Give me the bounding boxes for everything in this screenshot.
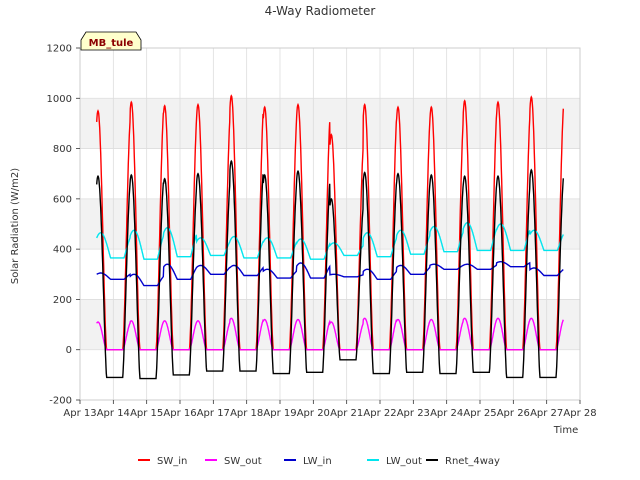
y-tick-label: 200: [53, 295, 72, 306]
x-tick-label: Apr 21: [330, 408, 363, 419]
x-tick-label: Apr 20: [297, 408, 330, 419]
x-tick-label: Apr 16: [163, 408, 196, 419]
series-line-rnet-4way: [96, 159, 564, 380]
background-bands: [80, 48, 580, 400]
legend: SW_in SW_out LW_in LW_out Rnet_4way: [138, 456, 500, 467]
station-badge-shape: [80, 31, 142, 51]
x-tick-label: Apr 26: [497, 408, 530, 419]
y-tick-label: -200: [49, 396, 72, 407]
y-tick-label: 0: [66, 345, 72, 356]
station-label: MB_tule: [89, 38, 134, 49]
legend-label-sw-in: SW_in: [157, 456, 187, 467]
y-axis-label: Solar Radiation (W/m2): [10, 168, 21, 284]
x-axis-label: Time: [553, 425, 578, 436]
background-band: [80, 349, 580, 400]
station-badge: MB_tule: [80, 31, 142, 51]
series-layer: [96, 94, 564, 380]
x-tick-label: Apr 28: [563, 408, 596, 419]
y-tick-label: 600: [53, 194, 72, 205]
y-tick-label: 400: [53, 245, 72, 256]
x-tick-label: Apr 19: [263, 408, 296, 419]
y-tick-label: 1200: [47, 44, 72, 55]
legend-label-rnet-4way: Rnet_4way: [445, 456, 500, 467]
series-line-lw-in: [96, 261, 564, 287]
x-tick-labels: Apr 13 Apr 14 Apr 15 Apr 16 Apr 17 Apr 18 Apr …: [63, 400, 597, 419]
legend-label-sw-out: SW_out: [224, 456, 262, 467]
x-tick-label: Apr 18: [230, 408, 263, 419]
y-tick-labels: -200 0 200 400 600 800 1000 1200: [47, 44, 80, 407]
series-line-sw-out: [96, 317, 564, 351]
y-tick-label: 800: [53, 144, 72, 155]
x-tick-label: Apr 22: [363, 408, 396, 419]
x-tick-label: Apr 15: [130, 408, 163, 419]
x-tick-label: Apr 24: [430, 408, 463, 419]
x-tick-label: Apr 25: [463, 408, 496, 419]
x-tick-label: Apr 14: [97, 408, 130, 419]
series-line-lw-out: [96, 221, 564, 260]
axes: [79, 47, 581, 401]
background-band: [80, 198, 580, 250]
x-tick-label: Apr 17: [197, 408, 230, 419]
x-tick-label: Apr 27: [530, 408, 563, 419]
legend-label-lw-in: LW_in: [303, 456, 332, 467]
plot-frame: [79, 47, 581, 401]
x-tick-label: Apr 13: [63, 408, 96, 419]
y-tick-label: 1000: [47, 94, 72, 105]
background-band: [80, 48, 580, 99]
chart-title: 4-Way Radiometer: [265, 4, 376, 18]
x-tick-label: Apr 23: [397, 408, 430, 419]
legend-label-lw-out: LW_out: [386, 456, 422, 467]
